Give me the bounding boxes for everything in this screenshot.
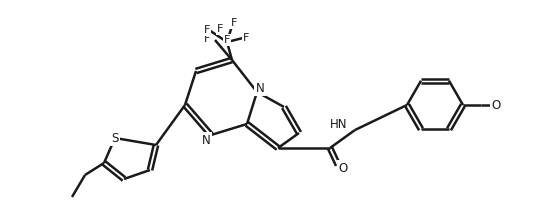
Text: F: F: [204, 25, 210, 35]
Text: S: S: [111, 131, 119, 145]
Text: F: F: [243, 33, 249, 43]
Text: F: F: [224, 35, 230, 45]
Text: O: O: [491, 99, 500, 111]
Text: F: F: [231, 18, 237, 28]
Text: N: N: [255, 81, 265, 95]
Text: O: O: [339, 161, 348, 174]
Text: HN: HN: [329, 117, 347, 131]
Text: F: F: [217, 24, 223, 34]
Text: N: N: [201, 133, 211, 147]
Text: F: F: [204, 34, 210, 44]
